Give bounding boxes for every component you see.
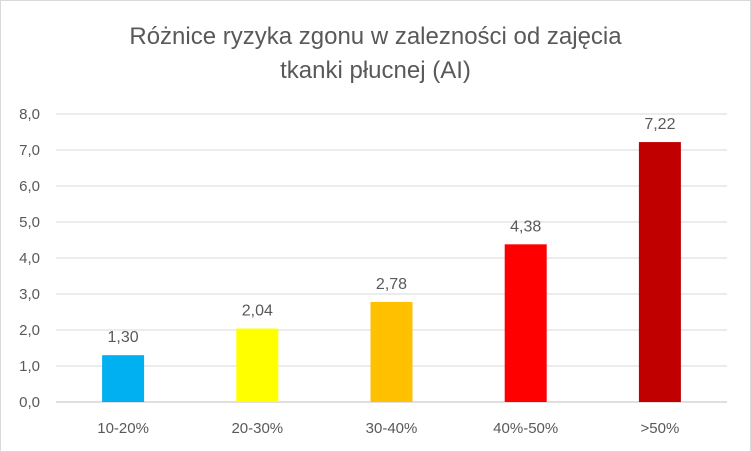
y-tick-label: 8,0 bbox=[19, 106, 40, 123]
x-tick-label: >50% bbox=[641, 420, 680, 437]
data-label: 1,30 bbox=[108, 329, 139, 346]
data-label: 2,04 bbox=[242, 303, 273, 320]
bar bbox=[370, 301, 413, 402]
x-tick-label: 40%-50% bbox=[493, 420, 558, 437]
x-tick-label: 30-40% bbox=[366, 420, 418, 437]
bar bbox=[638, 142, 681, 402]
data-label: 7,22 bbox=[644, 116, 675, 133]
bar bbox=[236, 328, 279, 402]
bar bbox=[504, 244, 547, 402]
chart-title-line-1: Różnice ryzyka zgonu w zalezności od zaj… bbox=[129, 23, 622, 50]
y-tick-label: 3,0 bbox=[19, 286, 40, 303]
x-tick-label: 20-30% bbox=[231, 420, 283, 437]
x-tick-label: 10-20% bbox=[97, 420, 149, 437]
y-tick-label: 7,0 bbox=[19, 142, 40, 159]
y-tick-label: 5,0 bbox=[19, 214, 40, 231]
y-tick-label: 0,0 bbox=[19, 394, 40, 411]
data-label: 2,78 bbox=[376, 276, 407, 293]
y-tick-label: 1,0 bbox=[19, 358, 40, 375]
bar bbox=[102, 355, 145, 402]
chart-title-line-2: tkanki płucnej (AI) bbox=[280, 57, 471, 84]
y-tick-label: 2,0 bbox=[19, 322, 40, 339]
y-tick-label: 4,0 bbox=[19, 250, 40, 267]
y-tick-label: 6,0 bbox=[19, 178, 40, 195]
data-label: 4,38 bbox=[510, 218, 541, 235]
chart-title: Różnice ryzyka zgonu w zalezności od zaj… bbox=[0, 20, 751, 88]
